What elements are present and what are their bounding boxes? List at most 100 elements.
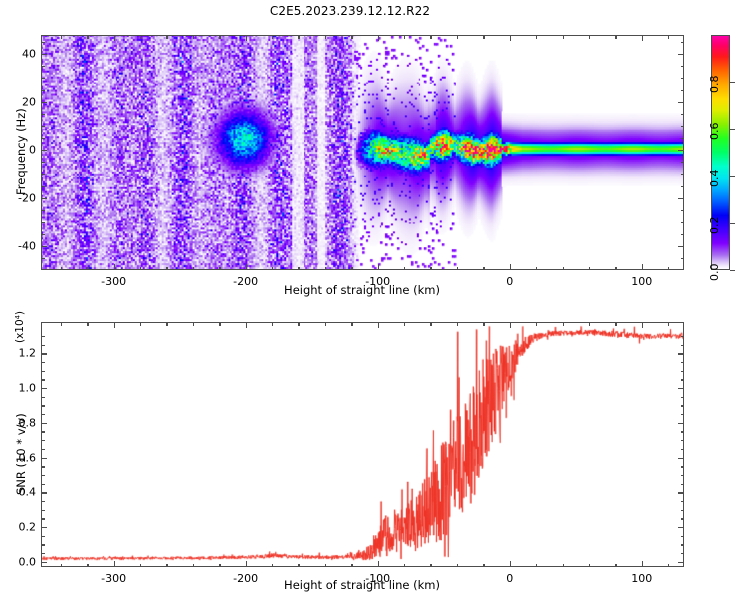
axis-tick: [113, 561, 115, 567]
axis-tick: [680, 138, 684, 140]
spectrogram-plot-area: [41, 35, 684, 270]
axis-tick: [680, 361, 684, 364]
axis-tick: [680, 544, 684, 546]
axis-tick: [41, 66, 45, 68]
axis-tick: [41, 210, 45, 212]
axis-tick: [680, 509, 684, 511]
colorbar-tick-0.6: 0.6: [708, 122, 721, 141]
axis-tick: [41, 440, 45, 442]
axis-tick: [41, 114, 45, 116]
spectrogram-yaxis-title: Frequency (Hz): [14, 108, 28, 195]
axis-tick: [536, 35, 538, 39]
snr-ytick-0.4: 0.4: [18, 485, 37, 499]
axis-tick: [404, 322, 406, 326]
axis-tick: [351, 266, 353, 270]
spectrogram-ytick-40: 40: [22, 47, 36, 61]
axis-tick: [41, 422, 47, 425]
axis-tick: [680, 222, 684, 224]
colorbar-tick-0.4: 0.4: [708, 169, 721, 188]
axis-tick: [41, 335, 45, 338]
axis-tick: [324, 35, 327, 39]
axis-tick: [483, 322, 485, 326]
axis-tick: [219, 35, 221, 39]
axis-tick: [680, 66, 684, 68]
axis-tick: [41, 535, 45, 538]
axis-tick: [324, 322, 327, 326]
axis-tick: [219, 563, 221, 567]
axis-tick: [680, 335, 684, 338]
axis-tick: [272, 35, 274, 39]
axis-tick: [588, 322, 591, 326]
axis-tick: [509, 35, 511, 41]
axis-tick: [668, 322, 670, 326]
axis-tick: [41, 492, 47, 494]
axis-tick: [245, 322, 247, 328]
axis-tick: [272, 563, 274, 567]
axis-tick: [41, 483, 45, 485]
axis-tick: [678, 492, 684, 494]
snr-trace: [42, 323, 683, 566]
spectrogram-ytick--40: -40: [18, 239, 36, 253]
axis-tick: [192, 266, 195, 270]
axis-tick: [404, 563, 406, 567]
axis-tick: [140, 266, 142, 270]
colorbar-gradient: [712, 36, 729, 269]
snr-exponent-label: (x10⁴): [14, 311, 26, 343]
axis-tick: [41, 466, 45, 468]
axis-tick: [377, 322, 379, 328]
axis-tick: [680, 474, 684, 477]
axis-tick: [41, 344, 45, 346]
axis-tick: [41, 361, 45, 364]
axis-tick: [41, 405, 45, 407]
axis-tick: [87, 35, 89, 39]
colorbar-tick-0.8: 0.8: [708, 75, 721, 94]
axis-tick: [166, 266, 168, 270]
axis-tick: [41, 431, 45, 433]
spectrogram-ytick-20: 20: [22, 95, 36, 109]
axis-tick: [456, 266, 459, 270]
axis-tick: [60, 266, 63, 270]
axis-tick: [680, 466, 684, 468]
colorbar-tick: [730, 82, 735, 84]
colorbar-tick: [730, 176, 735, 178]
axis-tick: [562, 322, 564, 326]
spectrogram-xtick--200: -200: [233, 275, 259, 288]
axis-tick: [680, 500, 684, 503]
axis-tick: [483, 266, 485, 270]
axis-tick: [678, 388, 684, 390]
axis-tick: [641, 35, 644, 41]
axis-tick: [140, 563, 142, 567]
axis-tick: [41, 544, 45, 546]
axis-tick: [680, 440, 684, 442]
axis-tick: [298, 563, 300, 567]
axis-tick: [562, 35, 564, 39]
axis-tick: [113, 35, 115, 41]
axis-tick: [680, 396, 684, 398]
axis-tick: [41, 396, 45, 398]
axis-tick: [430, 322, 432, 326]
axis-tick: [41, 186, 45, 188]
spectrogram-ytick-0: 0: [29, 143, 36, 157]
axis-tick: [41, 474, 45, 477]
axis-tick: [678, 353, 684, 355]
axis-tick: [680, 448, 684, 451]
axis-tick: [140, 35, 142, 39]
snr-xtick-0: 0: [506, 572, 514, 585]
axis-tick: [615, 563, 617, 567]
axis-tick: [41, 78, 45, 80]
axis-tick: [680, 186, 684, 188]
axis-tick: [272, 322, 274, 326]
axis-tick: [680, 174, 684, 176]
axis-tick: [456, 35, 459, 39]
axis-tick: [245, 264, 247, 270]
axis-tick: [680, 535, 684, 538]
axis-tick: [41, 561, 47, 564]
axis-tick: [680, 370, 684, 372]
axis-tick: [41, 150, 47, 152]
axis-tick: [41, 198, 47, 200]
axis-tick: [678, 457, 684, 459]
axis-tick: [166, 322, 168, 326]
axis-tick: [641, 264, 644, 270]
axis-tick: [404, 35, 406, 39]
axis-tick: [41, 138, 45, 140]
